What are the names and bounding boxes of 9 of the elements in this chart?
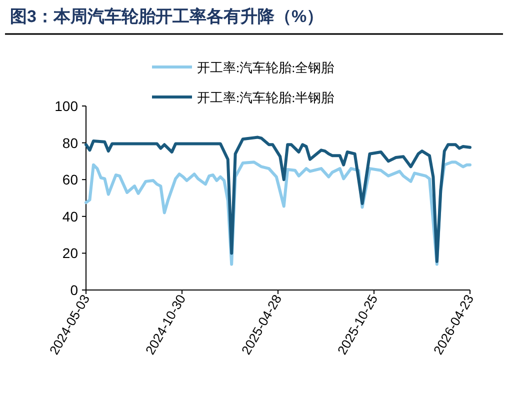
y-tick-label: 100 [54, 98, 78, 114]
y-tick-label: 40 [62, 208, 78, 224]
y-tick-label: 60 [62, 172, 78, 188]
y-tick-label: 0 [70, 282, 78, 298]
legend-label: 开工率:汽车轮胎:半钢胎 [197, 90, 334, 105]
chart-title: 图3：本周汽车轮胎开工率各有升降（%） [10, 7, 324, 26]
y-tick-label: 80 [62, 134, 78, 151]
y-tick-label: 20 [62, 245, 78, 262]
legend-label: 开工率:汽车轮胎:全钢胎 [197, 60, 334, 75]
